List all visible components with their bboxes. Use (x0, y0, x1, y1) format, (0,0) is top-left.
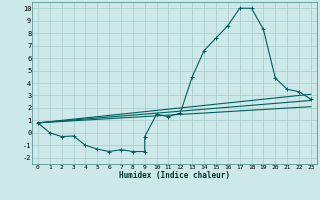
X-axis label: Humidex (Indice chaleur): Humidex (Indice chaleur) (119, 171, 230, 180)
